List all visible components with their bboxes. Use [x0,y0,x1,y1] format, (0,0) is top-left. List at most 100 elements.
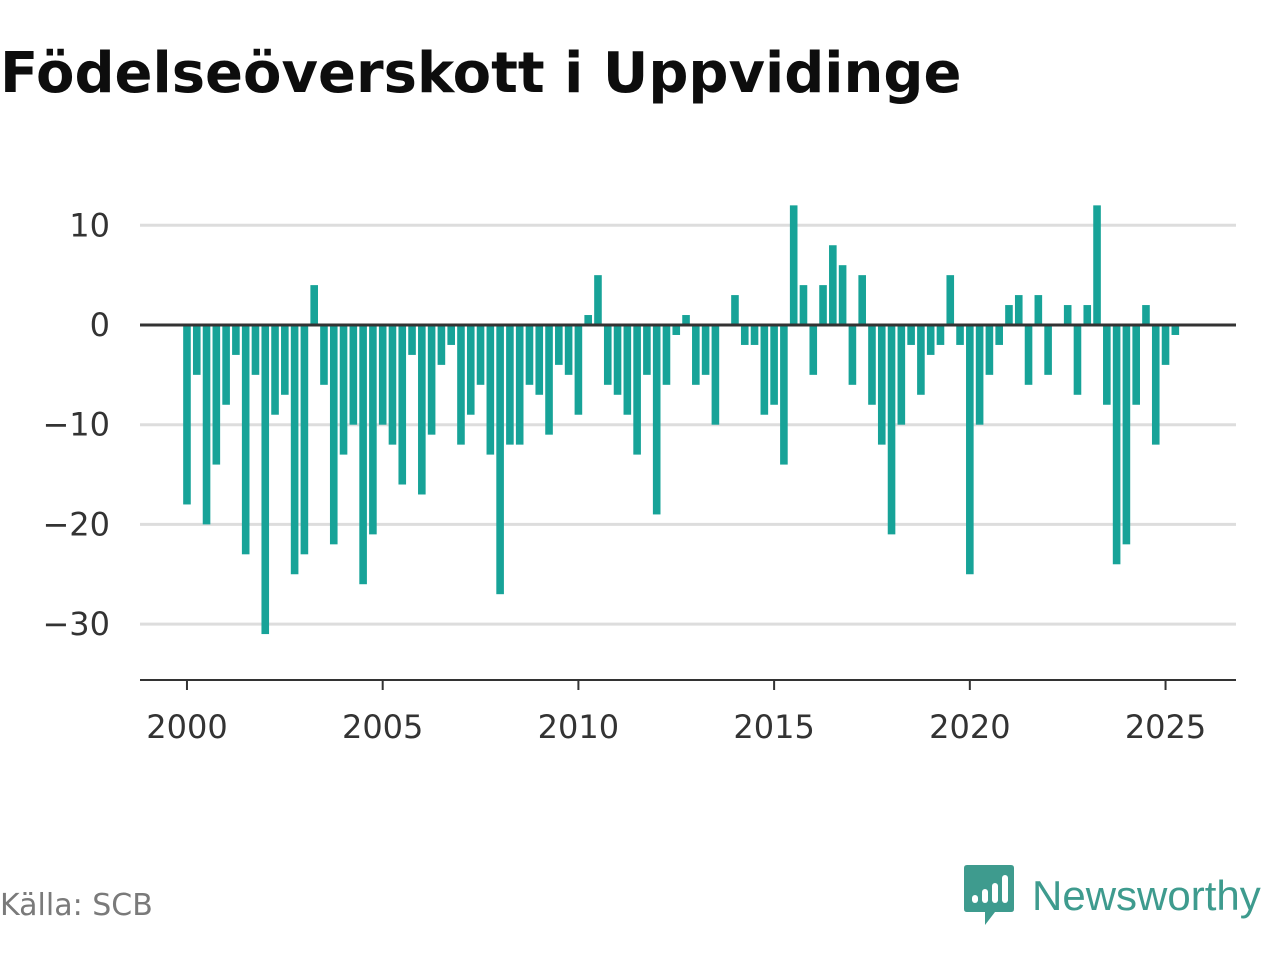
bar [506,325,514,445]
bar [682,315,690,325]
bar [1103,325,1111,405]
bar [1122,325,1131,545]
x-tick-label: 2020 [929,708,1010,746]
bar [281,325,289,395]
bar [1132,325,1140,405]
bar [369,325,377,535]
bar [427,325,436,435]
bar [789,205,798,325]
bar [936,325,945,345]
bar [877,325,886,445]
bar [349,325,358,425]
bar [858,275,866,325]
bar [603,325,612,385]
bars [183,205,1180,635]
bar [398,325,407,485]
bar [848,325,857,385]
y-tick-labels: 10 0 −10 −20 −30 [42,206,110,643]
bar [212,325,221,465]
bar [290,325,299,575]
y-tick-label: −10 [42,406,110,444]
bar [985,325,994,375]
bar [447,325,455,345]
bar [946,275,955,325]
bar [868,325,876,405]
y-tick-label: −30 [42,605,110,643]
bar [760,325,769,415]
bar [819,285,827,325]
axes [140,323,1236,690]
bar [1083,305,1092,325]
bar [496,325,504,595]
x-tick-label: 2015 [733,708,814,746]
bar [339,325,348,455]
bar [388,325,397,445]
bar [956,325,964,345]
bar [1093,205,1101,325]
bar [672,325,681,335]
bar [1112,325,1121,565]
bar [750,325,759,345]
bar [310,285,318,325]
bar [545,325,553,435]
bar [643,325,651,375]
bar [926,325,935,355]
bar [809,325,818,375]
x-tick-label: 2000 [146,708,227,746]
bar [515,325,524,445]
bar [711,325,720,425]
bar [887,325,896,535]
bar [613,325,622,395]
newsworthy-logo-icon [964,865,1014,925]
bar [378,325,387,425]
bar [897,325,906,425]
bar [1005,305,1013,325]
chart-title: Födelseöverskott i Uppvidinge [0,41,962,106]
bar [740,325,749,345]
bar [535,325,544,395]
bar [917,325,925,395]
y-tick-label: 0 [90,306,110,344]
bar [594,275,602,325]
bar [466,325,475,415]
bar [1044,325,1052,375]
bar [1171,325,1180,335]
grid-lines [140,223,1236,626]
bar [799,285,808,325]
bar [1034,295,1043,325]
bar [476,325,485,385]
bar [408,325,416,355]
bar [486,325,495,455]
bar [261,325,270,635]
bar [907,325,915,345]
bar [437,325,446,365]
source-note: Källa: SCB [0,888,153,923]
bar [300,325,309,555]
x-tick-labels: 2000 2005 2010 2015 2020 2025 [146,708,1206,746]
bar [662,325,671,385]
bar [564,325,573,375]
bar [692,325,700,385]
x-tick-label: 2025 [1125,708,1206,746]
bar [1161,325,1170,365]
y-tick-label: −20 [42,505,110,543]
brand: Newsworthy [964,864,1261,928]
bar [1073,325,1082,395]
bar [222,325,230,405]
bar [829,245,837,325]
bar [192,325,201,375]
bar [995,325,1003,345]
bar [329,325,338,545]
x-tick-label: 2005 [342,708,423,746]
bar [975,325,984,425]
bar [652,325,661,515]
bar [838,265,847,325]
bar [633,325,641,455]
bar [770,325,778,405]
bar [1151,325,1160,445]
bar [780,325,788,465]
bar [584,315,592,325]
bar [232,325,240,355]
bar [457,325,465,445]
